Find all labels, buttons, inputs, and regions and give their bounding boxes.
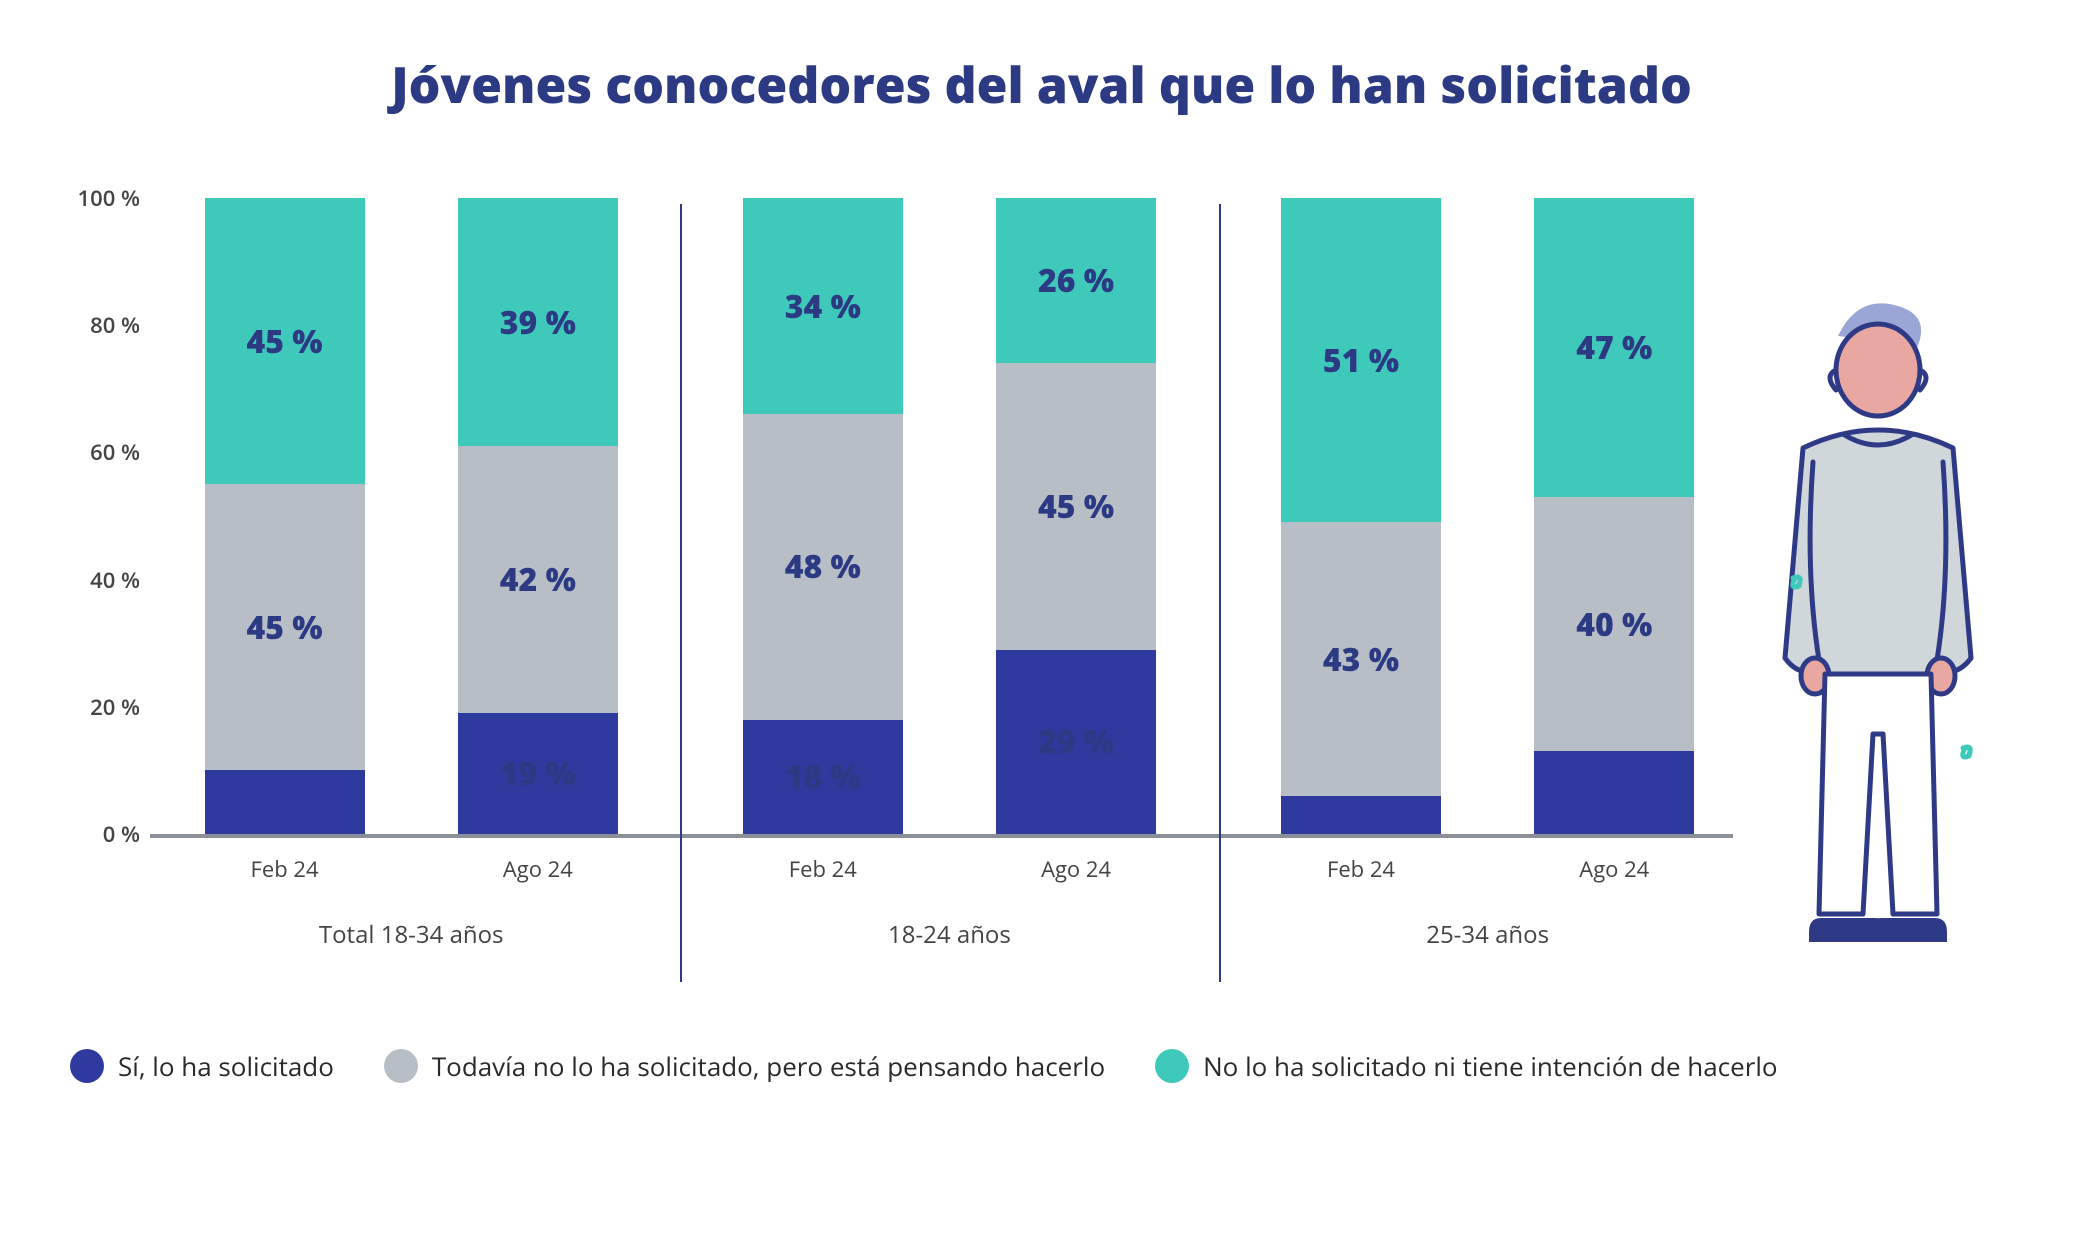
chart-stage: 0 %20 %40 %60 %80 %100 %10 %45 %45 %19 %…: [70, 198, 2013, 978]
bar-segment-s1: 19 %: [458, 713, 618, 834]
x-tick-label: Feb 24: [1327, 854, 1395, 884]
bar-segment-s1: 29 %: [996, 650, 1156, 834]
bar-value-label: 45 %: [1038, 485, 1114, 528]
x-tick-label: Ago 24: [1579, 854, 1649, 884]
bar-value-label: 42 %: [500, 558, 576, 601]
y-tick: 100 %: [70, 183, 140, 213]
legend-swatch-s2: [384, 1049, 418, 1083]
bar-segment-s2: 40 %: [1534, 497, 1694, 751]
bar-value-label: 40 %: [1576, 603, 1652, 646]
bar-value-label: 19 %: [500, 752, 576, 795]
bar-value-label: 47 %: [1576, 326, 1652, 369]
bar-segment-s3: 34 %: [743, 198, 903, 414]
legend-item-s3: No lo ha solicitado ni tiene intención d…: [1155, 1048, 1777, 1084]
legend-swatch-s1: [70, 1049, 104, 1083]
legend-label-s1: Sí, lo ha solicitado: [118, 1048, 334, 1084]
x-axis-labels: Feb 24 Ago 24 Feb 24 Ago 24 Feb 24 Ago 24 Tota…: [150, 838, 1733, 978]
x-tick-label: Ago 24: [503, 854, 573, 884]
bar-value-label: 45 %: [246, 606, 322, 649]
group-label: 18-24 años: [888, 918, 1011, 951]
bar-segment-s1: 18 %: [743, 720, 903, 834]
bar-value-label: 26 %: [1038, 259, 1114, 302]
bar-segment-s3: 51 %: [1281, 198, 1441, 522]
bar-segment-s2: 45 %: [205, 484, 365, 770]
stacked-bar: 19 % 42 % 39 %: [458, 198, 618, 834]
stacked-bar: 10 % 45 % 45 %: [205, 198, 365, 834]
group-label: Total 18-34 años: [319, 918, 504, 951]
bar-segment-s3: 26 %: [996, 198, 1156, 363]
y-tick: 20 %: [70, 692, 140, 722]
bar-segment-s3: 47 %: [1534, 198, 1694, 497]
plot-area: 0 %20 %40 %60 %80 %100 %10 %45 %45 %19 %…: [150, 198, 1733, 838]
x-tick-label: Feb 24: [789, 854, 857, 884]
decorative-figure: [1733, 278, 2013, 978]
bar-value-label: 18 %: [785, 755, 861, 798]
bar-segment-s1: 10 %: [205, 770, 365, 834]
bar-value-label: 43 %: [1323, 638, 1399, 681]
x-tick-label: Feb 24: [251, 854, 319, 884]
bar-segment-s2: 45 %: [996, 363, 1156, 649]
bar-segment-s2: 43 %: [1281, 522, 1441, 795]
bar-value-label: 48 %: [785, 545, 861, 588]
bar-segment-s1: 6 %: [1281, 796, 1441, 834]
legend-item-s1: Sí, lo ha solicitado: [70, 1048, 334, 1084]
bar-segment-s1: 13 %: [1534, 751, 1694, 834]
stacked-bar: 18 % 48 % 34 %: [743, 198, 903, 834]
y-tick: 60 %: [70, 437, 140, 467]
y-tick: 40 %: [70, 565, 140, 595]
stacked-bar: 13 % 40 % 47 %: [1534, 198, 1694, 834]
y-tick: 80 %: [70, 310, 140, 340]
person-illustration: [1743, 278, 2003, 978]
bar-segment-s2: 42 %: [458, 446, 618, 713]
bar-segment-s3: 39 %: [458, 198, 618, 446]
bar-value-label: 34 %: [785, 285, 861, 328]
bar-value-label: 39 %: [500, 301, 576, 344]
legend-swatch-s3: [1155, 1049, 1189, 1083]
x-tick-label: Ago 24: [1041, 854, 1111, 884]
group-label: 25-34 años: [1426, 918, 1549, 951]
legend: Sí, lo ha solicitado Todavía no lo ha so…: [70, 1048, 2013, 1084]
bar-segment-s3: 45 %: [205, 198, 365, 484]
legend-label-s3: No lo ha solicitado ni tiene intención d…: [1203, 1048, 1777, 1084]
bar-value-label: 45 %: [246, 320, 322, 363]
bar-segment-s2: 48 %: [743, 414, 903, 719]
legend-item-s2: Todavía no lo ha solicitado, pero está p…: [384, 1048, 1105, 1084]
chart-title: Jóvenes conocedores del aval que lo han …: [70, 50, 2013, 118]
chart-wrap: 0 %20 %40 %60 %80 %100 %10 %45 %45 %19 %…: [70, 198, 1733, 978]
y-tick: 0 %: [70, 819, 140, 849]
bar-value-label: 51 %: [1323, 339, 1399, 382]
stacked-bar: 29 % 45 % 26 %: [996, 198, 1156, 834]
stacked-bar: 6 % 43 % 51 %: [1281, 198, 1441, 834]
bar-value-label: 29 %: [1038, 720, 1114, 763]
legend-label-s2: Todavía no lo ha solicitado, pero está p…: [432, 1048, 1105, 1084]
